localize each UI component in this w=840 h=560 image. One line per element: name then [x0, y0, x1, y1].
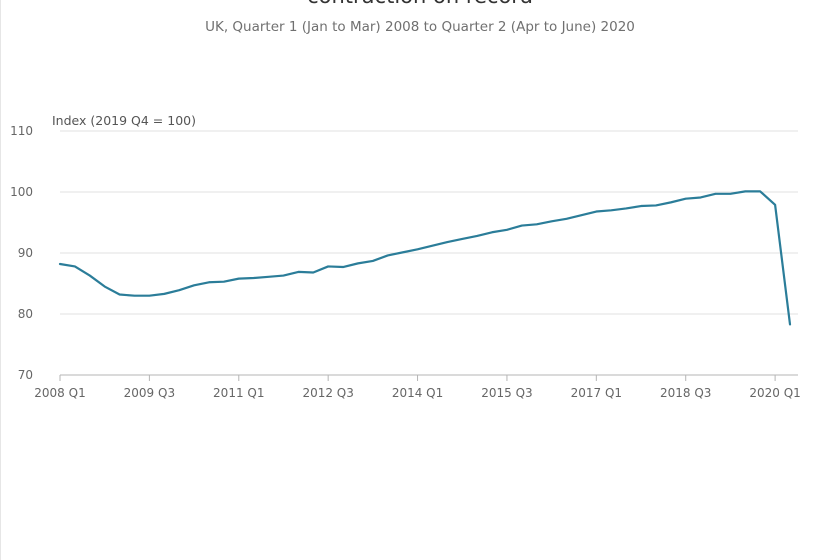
data-point: [237, 277, 241, 281]
data-point: [654, 203, 658, 207]
data-point: [222, 280, 226, 284]
data-point: [401, 250, 405, 254]
data-point: [773, 203, 777, 207]
data-point: [386, 253, 390, 257]
data-point: [267, 275, 271, 279]
data-point: [639, 204, 643, 208]
data-point: [416, 247, 420, 251]
data-point: [88, 274, 92, 278]
data-point: [490, 230, 494, 234]
data-point: [758, 189, 762, 193]
x-tick-label: 2017 Q1: [571, 386, 622, 400]
data-point: [669, 200, 673, 204]
data-point: [579, 213, 583, 217]
data-point: [311, 271, 315, 275]
data-point: [103, 285, 107, 289]
data-point: [743, 189, 747, 193]
chart-subtitle: UK, Quarter 1 (Jan to Mar) 2008 to Quart…: [205, 19, 635, 35]
data-point: [430, 244, 434, 248]
y-axis-label: Index (2019 Q4 = 100): [52, 113, 196, 128]
data-point: [609, 208, 613, 212]
data-point: [207, 280, 211, 284]
x-axis: 2008 Q1 2009 Q3 2011 Q1 2012 Q3 2014 Q1 2015 …: [34, 374, 801, 400]
data-point: [728, 192, 732, 196]
y-tick-label: 70: [18, 368, 33, 382]
data-point: [356, 261, 360, 265]
data-point: [475, 234, 479, 238]
data-point: [296, 270, 300, 274]
x-tick-label: 2014 Q1: [392, 386, 443, 400]
y-tick-label: 100: [10, 185, 33, 199]
y-axis-ticks: 70 80 90 100 110: [10, 124, 33, 382]
data-point: [162, 292, 166, 296]
data-point: [788, 322, 792, 326]
x-tick-label: 2015 Q3: [481, 386, 532, 400]
x-tick-label: 2008 Q1: [34, 386, 85, 400]
y-tick-label: 90: [18, 246, 33, 260]
data-point: [252, 276, 256, 280]
x-tick-label: 2018 Q3: [660, 386, 711, 400]
data-point: [132, 294, 136, 298]
series-line: [58, 190, 792, 326]
y-tick-label: 80: [18, 307, 33, 321]
data-point: [714, 192, 718, 196]
data-point: [445, 240, 449, 244]
data-point: [147, 294, 151, 298]
data-point: [624, 206, 628, 210]
x-tick-label: 2009 Q3: [124, 386, 175, 400]
series-gdp-index: [58, 189, 792, 326]
data-point: [73, 264, 77, 268]
x-tick-label: 2020 Q1: [749, 386, 800, 400]
data-point: [460, 237, 464, 241]
data-point: [58, 262, 62, 266]
data-point: [550, 219, 554, 223]
data-point: [520, 224, 524, 228]
data-point: [565, 217, 569, 221]
data-point: [371, 259, 375, 263]
data-point: [505, 228, 509, 232]
data-point: [594, 210, 598, 214]
y-tick-label: 110: [10, 124, 33, 138]
data-point: [281, 274, 285, 278]
data-point: [118, 292, 122, 296]
data-point: [684, 197, 688, 201]
data-point: [177, 288, 181, 292]
x-tick-label: 2011 Q1: [213, 386, 264, 400]
data-point: [192, 283, 196, 287]
data-point: [535, 222, 539, 226]
x-tick-label: 2012 Q3: [302, 386, 353, 400]
data-point: [699, 195, 703, 199]
chart-title: contraction on record: [0, 0, 840, 8]
data-point: [326, 264, 330, 268]
frame-border: [0, 0, 1, 560]
gridlines: [60, 130, 798, 315]
data-point: [341, 265, 345, 269]
